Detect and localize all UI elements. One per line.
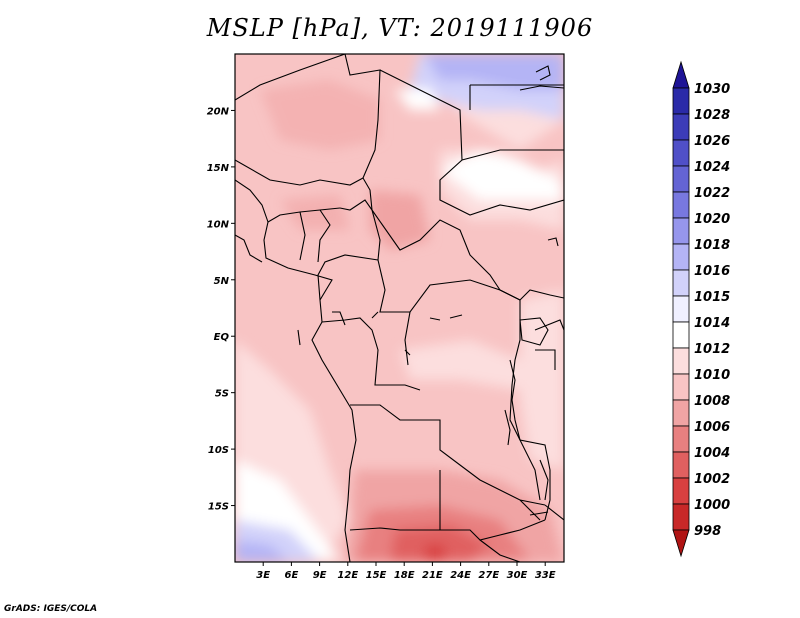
lat-tick-label: 10N (207, 219, 230, 230)
colorbar-label: 1018 (694, 238, 730, 253)
lat-tick-label: 15S (208, 502, 229, 513)
lon-tick-label: 6E (285, 570, 299, 581)
colorbar-bottom-arrow (672, 529, 690, 558)
colorbar-swatch (672, 477, 690, 505)
lon-tick-label: 30E (507, 570, 528, 581)
colorbar: 1030 1028 1026 1024 1022 1020 1018 1016 1015 1014… (672, 60, 730, 558)
pressure-field (235, 54, 564, 562)
colorbar-label: 1004 (694, 446, 730, 461)
country-borders (235, 54, 564, 562)
colorbar-swatch (672, 321, 690, 349)
map-title: MSLP [hPa], VT: 2019111906 (206, 14, 594, 42)
lon-tick-label: 9E (313, 570, 327, 581)
longitude-axis: 3E 6E 9E 12E 15E 18E 21E 24E 27E 30E 33E (256, 562, 556, 581)
lon-tick-label: 15E (366, 570, 387, 581)
colorbar-label: 1024 (694, 160, 730, 175)
lon-tick-label: 33E (535, 570, 556, 581)
colorbar-swatch (672, 165, 690, 193)
colorbar-label: 1010 (694, 368, 730, 383)
lon-tick-label: 12E (337, 570, 358, 581)
colorbar-swatch (672, 113, 690, 141)
map-frame (234, 53, 565, 563)
lat-tick-label: EQ (214, 332, 230, 343)
colorbar-label: 1030 (694, 82, 730, 97)
colorbar-swatch (672, 243, 690, 271)
lon-tick-label: 27E (478, 570, 499, 581)
colorbar-label: 1028 (694, 108, 730, 123)
colorbar-swatch (672, 373, 690, 401)
lat-tick-label: 20N (207, 106, 230, 117)
grads-credit: GrADS: IGES/COLA (4, 604, 98, 614)
colorbar-label: 1015 (694, 290, 730, 305)
colorbar-top-arrow (672, 60, 690, 89)
lat-tick-label: 10S (208, 445, 229, 456)
colorbar-label: 1014 (694, 316, 730, 331)
lat-tick-label: 5S (215, 389, 229, 400)
colorbar-label: 1022 (694, 186, 730, 201)
colorbar-swatch (672, 87, 690, 115)
colorbar-label: 1008 (694, 394, 730, 409)
lon-tick-label: 18E (394, 570, 415, 581)
colorbar-swatch (672, 451, 690, 479)
colorbar-swatch (672, 347, 690, 375)
lat-tick-label: 15N (207, 163, 230, 174)
colorbar-label: 1020 (694, 212, 730, 227)
lon-tick-label: 3E (256, 570, 270, 581)
colorbar-swatch (672, 217, 690, 245)
colorbar-label: 1016 (694, 264, 730, 279)
lat-tick-label: 5N (214, 276, 230, 287)
colorbar-swatch (672, 191, 690, 219)
colorbar-swatch (672, 295, 690, 323)
colorbar-label: 998 (694, 524, 721, 539)
colorbar-swatch (672, 269, 690, 297)
colorbar-label: 1006 (694, 420, 730, 435)
colorbar-label: 1012 (694, 342, 730, 357)
lon-tick-label: 21E (422, 570, 443, 581)
colorbar-swatch (672, 425, 690, 453)
lon-tick-label: 24E (450, 570, 471, 581)
latitude-axis: 20N 15N 10N 5N EQ 5S 10S 15S (207, 106, 235, 513)
colorbar-swatch (672, 503, 690, 531)
colorbar-label: 1000 (694, 498, 730, 513)
colorbar-label: 1002 (694, 472, 730, 487)
colorbar-swatch (672, 139, 690, 167)
colorbar-swatch (672, 399, 690, 427)
colorbar-label: 1026 (694, 134, 730, 149)
